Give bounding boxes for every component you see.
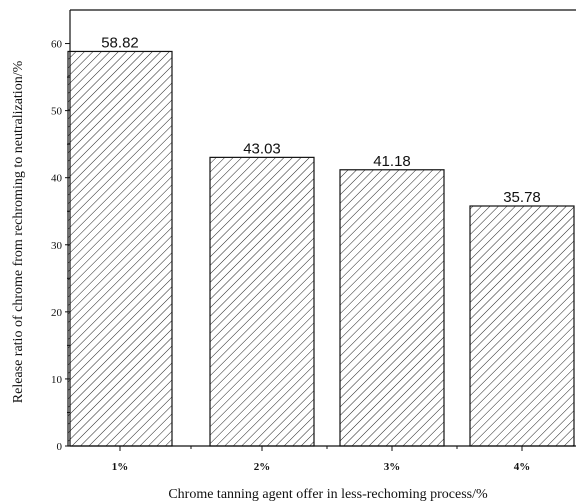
x-tick-label-1: 1% — [112, 461, 129, 473]
x-tick-label-4: 4% — [514, 461, 531, 473]
data-label-4: 35.78 — [503, 189, 541, 206]
y-axis-title: Release ratio of chrome from rechroming … — [11, 60, 26, 403]
y-tick-label-50: 50 — [51, 106, 63, 118]
y-tick-label-10: 10 — [51, 374, 63, 386]
bar-2 — [209, 156, 315, 447]
y-tick-label-20: 20 — [51, 307, 63, 319]
y-tick-label-30: 30 — [51, 240, 63, 252]
y-tick-label-60: 60 — [51, 39, 63, 51]
data-label-1: 58.82 — [101, 34, 139, 51]
bar-4 — [469, 205, 575, 447]
x-axis-title: Chrome tanning agent offer in less-recho… — [168, 487, 488, 502]
y-ticks: 0 10 20 30 40 50 60 — [51, 39, 70, 453]
y-tick-label-40: 40 — [51, 173, 63, 185]
data-label-3: 41.18 — [373, 153, 411, 170]
x-tick-label-2: 2% — [254, 461, 271, 473]
bar-3 — [339, 169, 445, 447]
x-tick-label-3: 3% — [384, 461, 401, 473]
x-ticks: 1% 2% 3% 4% — [112, 446, 531, 473]
data-labels: 58.82 43.03 41.18 35.78 — [101, 34, 541, 206]
bars — [67, 50, 575, 447]
data-label-2: 43.03 — [243, 140, 281, 157]
bar-1 — [67, 50, 173, 447]
y-tick-label-0: 0 — [57, 441, 63, 453]
